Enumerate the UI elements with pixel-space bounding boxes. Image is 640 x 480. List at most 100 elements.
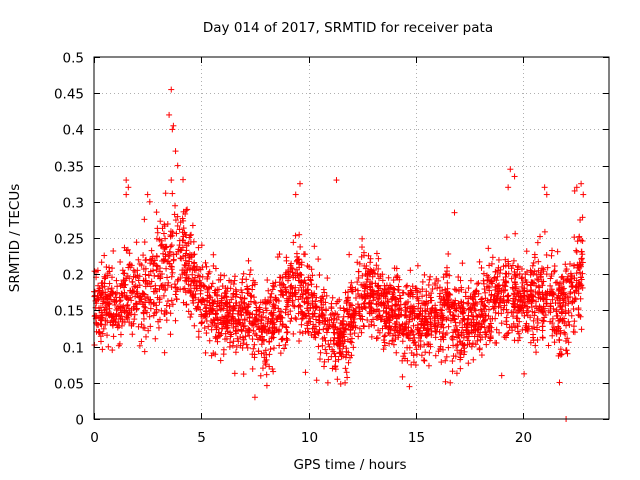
data-point [141, 348, 148, 355]
data-point [257, 372, 264, 379]
data-point [340, 353, 347, 360]
data-point [406, 383, 413, 390]
data-point [160, 230, 167, 237]
data-point [565, 318, 572, 325]
data-point [539, 334, 546, 341]
data-point [269, 286, 276, 293]
data-point [291, 303, 298, 310]
data-point [483, 341, 490, 348]
data-point [521, 312, 528, 319]
data-point [210, 251, 217, 258]
data-point [292, 191, 299, 198]
data-point [251, 354, 258, 361]
data-point [239, 279, 246, 286]
data-point [99, 346, 106, 353]
data-point [136, 260, 143, 267]
data-point [238, 312, 245, 319]
data-point [577, 295, 584, 302]
data-point [363, 262, 370, 269]
data-point [367, 303, 374, 310]
data-point [133, 239, 140, 246]
data-point [557, 346, 564, 353]
data-point [393, 349, 400, 356]
data-point [290, 274, 297, 281]
data-point [179, 215, 186, 222]
data-point [287, 318, 294, 325]
data-point [348, 352, 355, 359]
data-point [262, 314, 269, 321]
data-point [177, 219, 184, 226]
data-point [329, 294, 336, 301]
data-point [232, 273, 239, 280]
data-point [404, 344, 411, 351]
data-point [118, 290, 125, 297]
data-point [178, 247, 185, 254]
x-tick-label: 10 [301, 430, 318, 446]
x-tick-label: 5 [197, 430, 206, 446]
data-point [109, 274, 116, 281]
data-point [172, 291, 179, 298]
data-point [243, 341, 250, 348]
x-tick-label: 15 [408, 430, 425, 446]
data-point [444, 279, 451, 286]
data-point [158, 242, 165, 249]
data-point [360, 300, 367, 307]
y-tick-label: 0.25 [54, 232, 84, 248]
data-point [217, 306, 224, 313]
data-point [125, 184, 132, 191]
data-point [507, 166, 514, 173]
data-point [545, 307, 552, 314]
y-tick-label: 0.45 [54, 87, 84, 103]
data-point [468, 309, 475, 316]
data-point [296, 338, 303, 345]
data-point [299, 330, 306, 337]
data-point [455, 273, 462, 280]
data-point [298, 321, 305, 328]
data-point [360, 322, 367, 329]
data-point [573, 248, 580, 255]
data-point [232, 349, 239, 356]
data-point [399, 373, 406, 380]
data-point [205, 323, 212, 330]
data-point [505, 292, 512, 299]
data-point [299, 295, 306, 302]
data-point [399, 338, 406, 345]
data-point [233, 299, 240, 306]
data-point [167, 331, 174, 338]
data-point [250, 345, 257, 352]
data-point [530, 317, 537, 324]
data-point [106, 280, 113, 287]
data-point [392, 323, 399, 330]
data-point [187, 265, 194, 272]
data-point [283, 254, 290, 261]
data-point [385, 274, 392, 281]
data-point [260, 337, 267, 344]
data-point [368, 333, 375, 340]
y-tick-label: 0.3 [63, 196, 84, 212]
data-point [98, 294, 105, 301]
data-point [425, 281, 432, 288]
data-point [414, 262, 421, 269]
data-point [449, 336, 456, 343]
data-point [534, 239, 541, 246]
data-point [508, 275, 515, 282]
data-point [147, 283, 154, 290]
data-point [492, 339, 499, 346]
data-point [443, 353, 450, 360]
data-point [492, 309, 499, 316]
data-point [452, 353, 459, 360]
data-point [157, 218, 164, 225]
data-point [380, 346, 387, 353]
y-tick-label: 0 [75, 413, 84, 429]
data-point [117, 307, 124, 314]
data-point [518, 265, 525, 272]
data-point [123, 191, 130, 198]
data-point [174, 222, 181, 229]
data-point [249, 365, 256, 372]
data-point [117, 331, 124, 338]
data-point [503, 318, 510, 325]
data-point [354, 301, 361, 308]
data-point [212, 335, 219, 342]
data-point [324, 379, 331, 386]
